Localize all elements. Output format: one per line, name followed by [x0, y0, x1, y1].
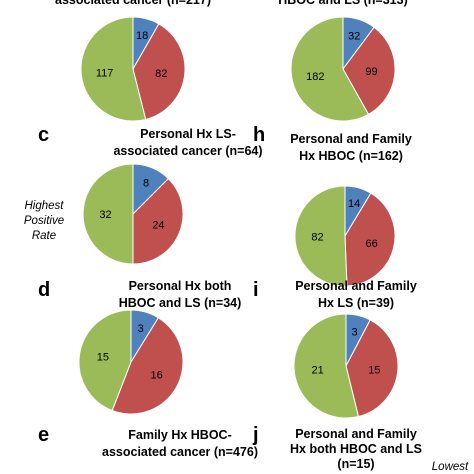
pie-3-label-red: 24: [152, 220, 164, 232]
pie-1-label-blue: 18: [136, 30, 148, 42]
pie-2-slice-red: [342, 26, 396, 116]
lowest-label: Lowest: [432, 461, 469, 473]
panel-title-3-line-1: Personal Hx LS-: [140, 127, 236, 141]
panel-title-4-line-2: Hx HBOC (n=162): [299, 149, 403, 163]
panel-title-3-line-2: associated cancer (n=64): [113, 144, 262, 158]
pie-layer: [78, 16, 399, 419]
pie-4-slice-red: [344, 192, 396, 287]
pie-3-slice-red: [132, 177, 184, 265]
panel-title-7-line-2: associated cancer (n=476): [102, 445, 258, 459]
pie-6-slice-red: [345, 319, 399, 418]
pie-3-label-blue: 8: [143, 178, 149, 190]
pie-6-slice-green: [293, 313, 360, 419]
pie-2-label-red: 99: [365, 66, 377, 78]
panel-title-6-line-1: Personal and Family: [295, 279, 417, 293]
panel-title-8-line-2: Hx both HBOC and LS: [290, 442, 422, 456]
panel-letter-4: h: [253, 124, 265, 146]
highest-label-line-3: Rate: [32, 230, 56, 242]
panel-title-1-line-1: associated cancer (n=217): [55, 0, 211, 7]
panel-title-8-line-3: (n=15): [337, 457, 374, 471]
panel-letter-6: i: [253, 279, 259, 301]
panel-title-5-line-2: HBOC and LS (n=34): [119, 296, 242, 310]
pie-4-slice-green: [294, 185, 348, 287]
panel-title-8-line-1: Personal and Family: [295, 427, 417, 441]
pie-2-label-blue: 32: [348, 30, 360, 42]
pie-5-slice-green: [78, 309, 132, 412]
pie-6-label-red: 15: [368, 364, 380, 376]
pie-5-label-green: 15: [97, 352, 109, 364]
pie-4-label-blue: 14: [348, 198, 360, 210]
pie-6-label-green: 21: [311, 364, 323, 376]
highest-label-line-2: Positive: [24, 215, 64, 227]
panel-title-5-line-1: Personal Hx both: [129, 279, 232, 293]
panel-letter-7: e: [38, 424, 49, 446]
pie-3-label-green: 32: [99, 209, 111, 221]
pie-3-slice-green: [82, 163, 134, 265]
panel-title-7-line-1: Family Hx HBOC-: [128, 428, 232, 442]
panel-letter-8: j: [252, 424, 259, 446]
pie-4-label-red: 66: [365, 238, 377, 250]
pie-5-slice-red: [111, 317, 184, 415]
text-layer: Highest Positive Rate Lowest associated …: [24, 0, 469, 473]
panel-letter-3: c: [38, 124, 49, 146]
panel-title-4-line-1: Personal and Family: [290, 132, 412, 146]
pie-5-label-blue: 3: [138, 323, 144, 335]
pie-1-slice-red: [132, 23, 186, 121]
pie-2-label-green: 182: [306, 71, 324, 83]
pie-1-label-green: 117: [96, 68, 114, 80]
panel-title-2-line-1: HBOC and LS (n=313): [278, 0, 408, 7]
panel-title-6-line-2: Hx LS (n=39): [318, 296, 394, 310]
pie-6-label-blue: 3: [351, 327, 357, 339]
pie-2-slice-green: [290, 16, 370, 122]
pie-5-label-red: 16: [150, 370, 162, 382]
pie-1-label-red: 82: [155, 68, 167, 80]
pie-4-label-green: 82: [311, 232, 323, 244]
panel-letter-5: d: [38, 279, 50, 301]
pie-1-slice-green: [80, 16, 147, 122]
highest-label-line-1: Highest: [25, 200, 65, 212]
